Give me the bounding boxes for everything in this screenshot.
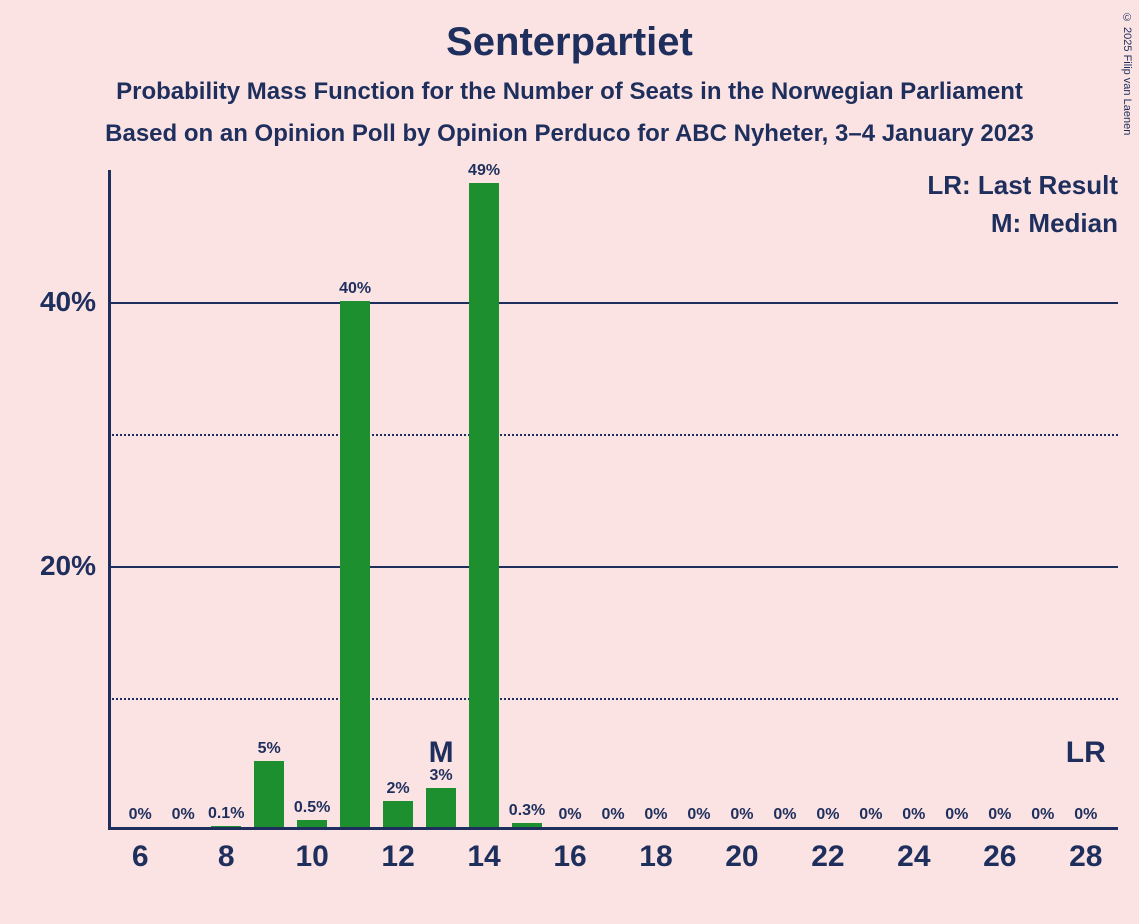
x-tick-label: 12 xyxy=(381,830,414,874)
marker-label: M xyxy=(429,736,454,770)
gridline-major xyxy=(108,566,1118,568)
legend-entry: M: Median xyxy=(991,208,1118,239)
bar-value-label: 0% xyxy=(687,806,710,824)
bar-value-label: 0% xyxy=(773,806,796,824)
bar-value-label: 0% xyxy=(172,806,195,824)
bar-value-label: 0.5% xyxy=(294,799,330,817)
chart-subtitle-1: Probability Mass Function for the Number… xyxy=(0,78,1139,106)
bar-value-label: 0% xyxy=(988,806,1011,824)
bar-value-label: 0.1% xyxy=(208,805,244,823)
bar-value-label: 0% xyxy=(1074,806,1097,824)
x-tick-label: 6 xyxy=(132,830,149,874)
bar xyxy=(469,183,499,827)
chart-subtitle-2: Based on an Opinion Poll by Opinion Perd… xyxy=(0,120,1139,148)
bar-value-label: 0% xyxy=(644,806,667,824)
x-tick-label: 18 xyxy=(639,830,672,874)
y-axis xyxy=(108,170,111,830)
bar-value-label: 0% xyxy=(816,806,839,824)
x-tick-label: 14 xyxy=(467,830,500,874)
bar-value-label: 0% xyxy=(859,806,882,824)
bar xyxy=(297,820,327,827)
bar-value-label: 0% xyxy=(1031,806,1054,824)
bar-value-label: 49% xyxy=(468,162,500,180)
bar-value-label: 40% xyxy=(339,280,371,298)
gridline-minor xyxy=(108,434,1118,436)
bar-value-label: 0% xyxy=(730,806,753,824)
bar-value-label: 0% xyxy=(945,806,968,824)
plot-area: 20%40%68101214161820222426280%0%0.1%5%0.… xyxy=(108,170,1118,830)
x-axis xyxy=(108,827,1118,830)
x-tick-label: 10 xyxy=(295,830,328,874)
x-tick-label: 20 xyxy=(725,830,758,874)
y-tick-label: 40% xyxy=(40,286,108,318)
bar xyxy=(426,788,456,827)
chart-canvas: Senterpartiet Probability Mass Function … xyxy=(0,0,1139,924)
x-tick-label: 28 xyxy=(1069,830,1102,874)
y-tick-label: 20% xyxy=(40,550,108,582)
bar xyxy=(254,761,284,827)
bar-value-label: 5% xyxy=(258,740,281,758)
legend-entry: LR: Last Result xyxy=(927,170,1118,201)
bar xyxy=(383,801,413,827)
gridline-minor xyxy=(108,698,1118,700)
x-tick-label: 22 xyxy=(811,830,844,874)
bar xyxy=(211,826,241,827)
copyright-text: © 2025 Filip van Laenen xyxy=(1121,12,1133,135)
bar-value-label: 0% xyxy=(129,806,152,824)
x-tick-label: 8 xyxy=(218,830,235,874)
gridline-major xyxy=(108,302,1118,304)
bar xyxy=(340,301,370,827)
marker-label: LR xyxy=(1066,736,1106,770)
x-tick-label: 16 xyxy=(553,830,586,874)
bar-value-label: 0.3% xyxy=(509,802,545,820)
x-tick-label: 26 xyxy=(983,830,1016,874)
bar xyxy=(512,823,542,827)
chart-title: Senterpartiet xyxy=(0,20,1139,65)
x-tick-label: 24 xyxy=(897,830,930,874)
bar-value-label: 0% xyxy=(601,806,624,824)
bar-value-label: 2% xyxy=(387,780,410,798)
bar-value-label: 0% xyxy=(902,806,925,824)
bar-value-label: 0% xyxy=(558,806,581,824)
